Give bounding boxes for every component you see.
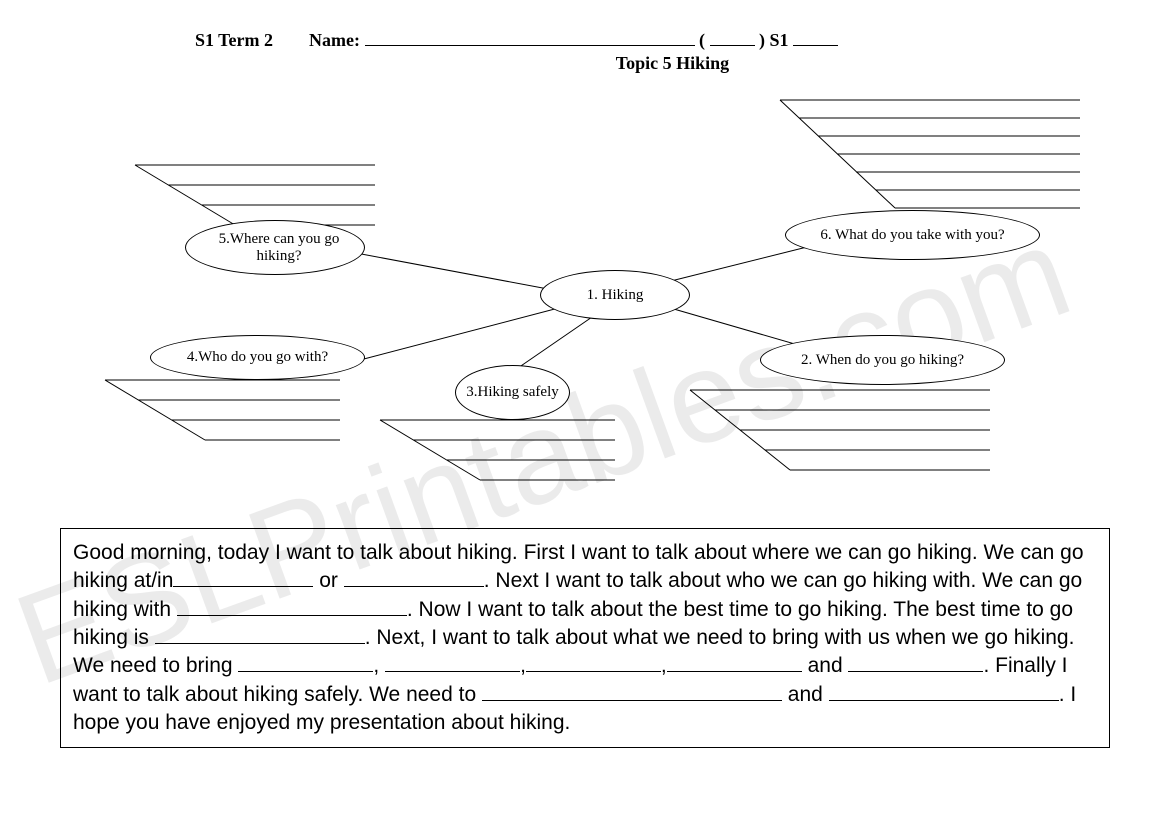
node-3: 3.Hiking safely bbox=[455, 365, 570, 420]
node-3-label: 3.Hiking safely bbox=[466, 384, 558, 401]
blank-bring-1[interactable] bbox=[238, 671, 373, 672]
mind-map-diagram: 1. Hiking 5.Where can you go hiking? 4.W… bbox=[60, 80, 1120, 500]
class-label: S1 bbox=[770, 30, 789, 50]
blank-bring-2[interactable] bbox=[385, 671, 520, 672]
blank-safe-2[interactable] bbox=[829, 700, 1059, 701]
blank-safe-1[interactable] bbox=[482, 700, 782, 701]
node-2: 2. When do you go hiking? bbox=[760, 335, 1005, 385]
term-label: S1 Term 2 bbox=[195, 30, 273, 50]
blank-bring-3[interactable] bbox=[526, 671, 661, 672]
speech-text: and bbox=[782, 683, 829, 706]
blank-bring-5[interactable] bbox=[848, 671, 983, 672]
class-blank[interactable] bbox=[793, 45, 838, 46]
node-4-label: 4.Who do you go with? bbox=[187, 349, 328, 366]
node-6: 6. What do you take with you? bbox=[785, 210, 1040, 260]
paren-open: ( bbox=[699, 30, 705, 50]
speech-template-box: Good morning, today I want to talk about… bbox=[60, 528, 1110, 748]
speech-text: , bbox=[373, 654, 385, 677]
blank-time[interactable] bbox=[155, 643, 365, 644]
name-label: Name: bbox=[309, 30, 360, 50]
blank-bring-4[interactable] bbox=[667, 671, 802, 672]
speech-text: , bbox=[661, 654, 667, 677]
node-5-label: 5.Where can you go hiking? bbox=[204, 231, 354, 265]
worksheet-header: S1 Term 2 Name: ( ) S1 Topic 5 Hiking bbox=[195, 30, 995, 74]
number-blank[interactable] bbox=[710, 45, 755, 46]
speech-text: . Next, I want to talk about what we nee… bbox=[73, 626, 1074, 677]
blank-where-1[interactable] bbox=[173, 586, 313, 587]
speech-text: and bbox=[802, 654, 849, 677]
node-2-label: 2. When do you go hiking? bbox=[801, 352, 964, 369]
node-6-label: 6. What do you take with you? bbox=[820, 227, 1004, 244]
blank-where-2[interactable] bbox=[344, 586, 484, 587]
node-5: 5.Where can you go hiking? bbox=[185, 220, 365, 275]
topic-title: Topic 5 Hiking bbox=[350, 53, 995, 74]
node-4: 4.Who do you go with? bbox=[150, 335, 365, 380]
speech-text: or bbox=[313, 569, 343, 592]
name-blank[interactable] bbox=[365, 45, 695, 46]
node-center: 1. Hiking bbox=[540, 270, 690, 320]
blank-who[interactable] bbox=[177, 615, 407, 616]
node-center-label: 1. Hiking bbox=[587, 287, 644, 304]
paren-close: ) bbox=[759, 30, 765, 50]
speech-text: , bbox=[520, 654, 526, 677]
